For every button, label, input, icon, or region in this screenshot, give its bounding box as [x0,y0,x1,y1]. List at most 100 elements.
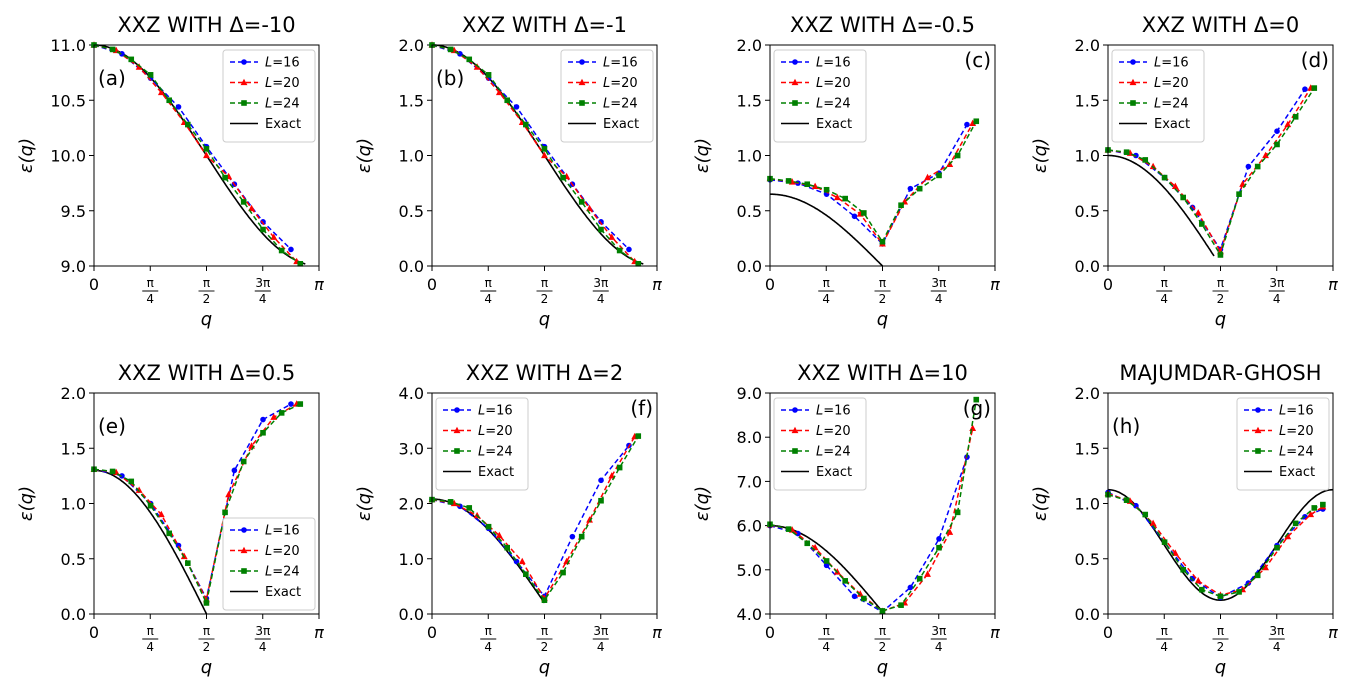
x-tick-label: π [314,623,324,642]
legend-label: L=20 [816,76,851,91]
legend-entry: L=16 [781,404,851,419]
y-tick-label: 1.0 [1075,147,1100,166]
legend-entry: L=16 [1244,404,1314,419]
series-L16 [1105,489,1326,601]
x-axis-label: q [877,309,888,330]
legend-entry: Exact [230,585,301,600]
series-line [93,44,298,263]
data-point [1171,182,1179,190]
subplot-f: XXZ WITH Δ=20.01.02.03.04.00 π4π23π4πqε(q… [354,361,662,678]
legend-marker [1129,78,1137,86]
legend-label: Exact [816,465,852,480]
legend-marker [1255,407,1261,413]
legend-entry: L=20 [230,544,300,559]
legend: L=16 L=20 L=24 Exact [222,49,316,143]
data-point [907,185,914,192]
svg-text:3π: 3π [255,276,270,290]
series-line [431,445,630,598]
svg-text:2: 2 [1217,292,1225,306]
data-point [157,510,165,518]
legend-label: L=16 [603,56,638,71]
legend-entry: Exact [781,117,852,132]
x-tick-label: 3π4 [1268,624,1285,654]
x-tick-label: π2 [198,276,215,306]
subplot-title: XXZ WITH Δ=-0.5 [790,13,975,37]
data-point [541,597,548,603]
legend-box [773,397,867,491]
x-tick-label: π [652,623,662,642]
legend-label: Exact [1279,465,1315,480]
x-tick-label: π4 [818,276,835,306]
data-point [495,531,503,539]
panel-label: (h) [1112,414,1140,438]
x-tick-label: 0 [1103,275,1113,294]
legend-box [560,49,654,143]
plot-frame [431,392,658,615]
legend-label: L=16 [265,56,300,71]
legend-entry: L=20 [1244,424,1314,439]
subplot-title: XXZ WITH Δ=-10 [117,13,295,37]
data-point [811,182,819,190]
legend-marker [453,426,461,434]
data-point [1123,497,1130,503]
legend-marker [579,100,585,106]
data-point [231,467,238,474]
y-tick-label: 1.5 [1075,91,1100,110]
exact-curve [1108,154,1215,257]
data-point [1142,157,1149,163]
svg-text:π: π [203,624,210,638]
y-tick-label: 0.5 [399,202,424,221]
data-point [1262,563,1269,571]
data-point [1320,501,1326,508]
data-point [879,608,886,614]
y-axis-label: ε(q) [692,138,713,173]
svg-text:4: 4 [259,292,267,306]
legend-marker [241,568,247,574]
svg-text:π: π [1217,276,1224,290]
x-tick-label: π4 [818,624,835,654]
data-point [598,477,604,484]
data-point [795,530,801,537]
legend-entry: L=24 [781,445,851,460]
data-point [297,260,304,267]
svg-text:π: π [879,624,886,638]
legend-label: L=20 [816,424,851,439]
x-tick-label: 0 [765,275,775,294]
series-L24 [429,42,642,267]
data-point [1142,511,1149,518]
data-point [109,468,116,475]
legend-entry: L=20 [443,424,513,439]
data-point [541,151,548,159]
y-tick-label: 1.5 [737,91,762,110]
data-point [936,544,942,551]
legend-label: L=24 [1154,97,1189,112]
data-point [1302,86,1308,92]
data-point [1171,549,1179,556]
legend-marker [579,59,585,65]
x-tick-label: 0 [427,623,437,642]
data-point [175,542,182,549]
data-point [523,571,529,578]
legend-entry: L=16 [230,524,300,539]
data-point [560,569,566,576]
y-tick-label: 9.5 [61,202,86,221]
data-point [936,172,942,179]
series-line [1107,87,1315,257]
legend-label: L=24 [1279,445,1314,460]
legend-box [222,49,316,143]
data-point [447,46,454,53]
x-tick-label: π2 [198,624,215,654]
y-tick-label: 0.5 [737,202,762,221]
subplot-title: MAJUMDAR-GHOSH [1119,361,1321,385]
data-point [954,152,961,159]
legend-label: Exact [265,117,301,132]
legend-entry: L=20 [568,76,638,91]
x-tick-label: π4 [1156,624,1173,654]
x-tick-label: π2 [874,624,891,654]
svg-text:4: 4 [597,640,605,654]
data-point [1284,120,1292,128]
legend-entry: L=20 [1119,76,1189,91]
data-point [946,528,954,535]
x-tick-label: 3π4 [254,276,271,306]
data-point [804,181,811,188]
